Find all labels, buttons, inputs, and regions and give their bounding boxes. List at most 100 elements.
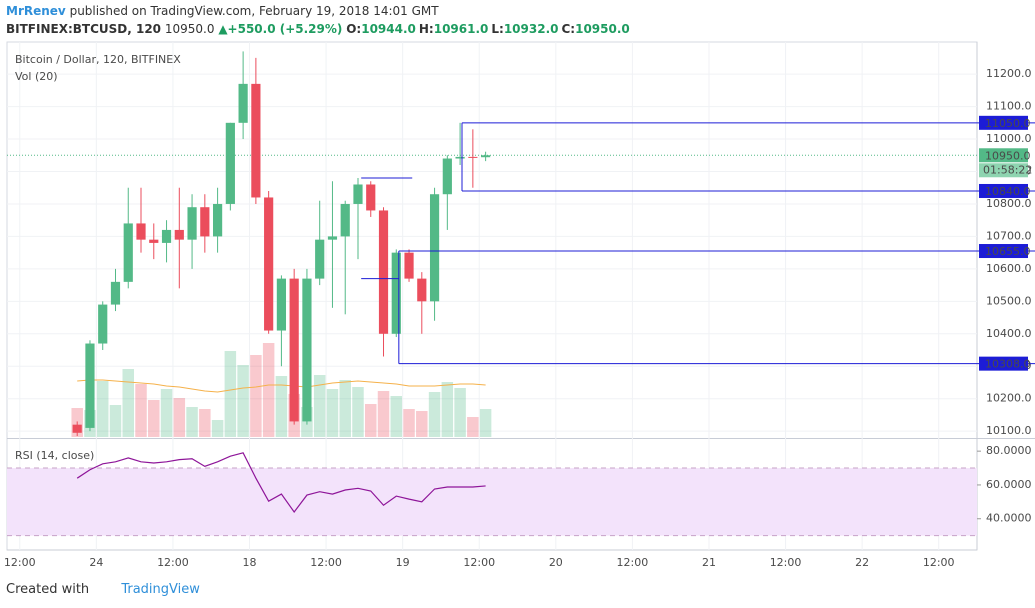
author[interactable]: MrRenev [6, 4, 66, 18]
volume-bar [211, 420, 224, 437]
volume-label: Vol (20) [15, 70, 58, 83]
y-tick-label: 10200.0 [986, 392, 1032, 405]
volume-bar [479, 409, 492, 437]
ohlc-value: 10950.0 [575, 22, 630, 36]
candle-body [225, 122, 235, 204]
candle-body [110, 281, 121, 305]
volume-bar [96, 381, 109, 437]
rsi-tick-label: 60.0000 [986, 478, 1032, 491]
candle-body [455, 156, 465, 159]
ohlc-key: O: [346, 22, 362, 36]
level-label: 10308.0 [985, 358, 1031, 371]
candle-body [200, 207, 210, 237]
ohlc-value: 10961.0 [433, 22, 489, 36]
volume-bar [122, 369, 134, 437]
candle-body [327, 236, 338, 240]
volume-bar [262, 343, 275, 437]
level-tag [979, 356, 1028, 371]
candle-body [404, 252, 414, 279]
volume-bar [135, 384, 147, 437]
candle-body [264, 197, 274, 331]
x-tick-label: 12:00 [617, 556, 649, 569]
volume-bar [148, 400, 160, 437]
candle-body [174, 229, 184, 240]
y-tick-label: 10500.0 [986, 294, 1032, 307]
y-tick-label: 11200.0 [986, 67, 1032, 80]
candle-body [276, 278, 287, 331]
published: published on TradingView.com, February 1… [69, 4, 439, 18]
rsi-band [7, 468, 977, 536]
candle-body [366, 184, 376, 211]
rsi-label: RSI (14, close) [15, 449, 94, 462]
level-tag [979, 244, 1028, 259]
volume-bar [377, 391, 390, 437]
volume-bar [467, 417, 479, 437]
volume-bar [339, 380, 351, 437]
y-tick-label: 10600.0 [986, 262, 1032, 275]
candle-body [123, 223, 133, 282]
candle-body [136, 223, 146, 240]
last: 10950.0 [164, 22, 215, 36]
candle-body [187, 207, 197, 240]
volume-ma [77, 379, 486, 393]
ohlc-value: 10944.0 [361, 22, 416, 36]
candle-body [429, 194, 440, 302]
candle-body [442, 158, 452, 195]
candle-body [302, 278, 312, 422]
countdown: 01:58:22 [983, 163, 1032, 176]
y-tick-label: 11100.0 [986, 100, 1032, 113]
x-tick-label: 21 [702, 556, 716, 569]
volume-bar [313, 375, 326, 437]
ohlc-value: 10932.0 [503, 22, 559, 36]
candle-body [72, 424, 82, 433]
level-label: 11050.0 [985, 117, 1031, 130]
y-tick-label: 10800.0 [986, 197, 1032, 210]
last-price-label: 10950.0 [985, 149, 1031, 162]
candle-body [378, 210, 389, 334]
level-tag [979, 115, 1028, 130]
countdown-tag [979, 163, 1028, 178]
ohlc-key: C: [561, 22, 576, 36]
candle-body [212, 203, 223, 237]
volume-bar [365, 404, 377, 437]
x-tick-label: 12:00 [310, 556, 342, 569]
last-price-tag [979, 148, 1028, 163]
volume-bar [275, 376, 288, 437]
plot-bg [6, 41, 978, 551]
candle-body [315, 239, 325, 279]
rsi-tick-label: 40.0000 [986, 512, 1032, 525]
volume-bar [109, 405, 122, 437]
x-tick-label: 22 [855, 556, 869, 569]
y-tick-label: 10100.0 [986, 424, 1032, 437]
candle-body [481, 155, 491, 158]
volume-bar [237, 365, 249, 437]
volume-bar [186, 407, 198, 437]
candle-body [251, 83, 261, 198]
header: MrRenev published on TradingView.com, Fe… [6, 2, 633, 38]
ohlc-key: H: [418, 22, 434, 36]
candle-body [85, 343, 95, 428]
volume-bar [250, 355, 262, 437]
y-tick-label: 10400.0 [986, 327, 1032, 340]
volume-bar [416, 411, 428, 437]
candle-body [161, 229, 172, 243]
volume-bar [199, 409, 211, 437]
x-tick-label: 12:00 [463, 556, 495, 569]
title: Bitcoin / Dollar, 120, BITFINEX [15, 53, 181, 66]
ohlc: O:10944.0 H:10961.0 L:10932.0 C:10950.0 [346, 22, 633, 36]
brand[interactable]: TradingView [121, 582, 200, 597]
created: Created with [6, 582, 90, 597]
candle-body [238, 83, 248, 123]
volume-bar [224, 351, 237, 437]
volume-bar [441, 382, 454, 437]
level-tag [979, 183, 1028, 198]
ohlc-key: L: [491, 22, 504, 36]
x-tick-label: 12:00 [157, 556, 189, 569]
x-tick-label: 18 [243, 556, 257, 569]
volume-bar [390, 396, 403, 437]
level-label: 10655.0 [985, 245, 1031, 258]
rsi-line [76, 452, 486, 513]
volume-bar [352, 387, 364, 437]
volume-bar [326, 389, 339, 437]
